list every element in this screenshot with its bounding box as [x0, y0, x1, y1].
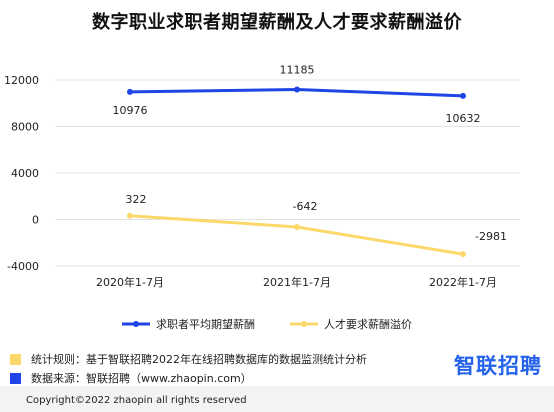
legend-marker	[133, 321, 139, 327]
series-line-premium	[129, 214, 464, 256]
x-tick-label: 2022年1-7月	[429, 275, 497, 289]
legend-marker	[301, 321, 307, 327]
legend-label: 人才要求薪酬溢价	[324, 317, 412, 331]
note-rule: 统计规则：基于智联招聘2022年在线招聘数据库的数据监测统计分析	[10, 351, 367, 367]
note-source-swatch	[10, 372, 21, 384]
note-source-text: 数据来源：智联招聘（www.zhaopin.com）	[31, 372, 252, 385]
note-rule-text: 统计规则：基于智联招聘2022年在线招聘数据库的数据监测统计分析	[31, 353, 367, 366]
premium-data-label: -642	[293, 200, 318, 213]
y-tick-label: 12000	[4, 74, 39, 87]
chart-title: 数字职业求职者期望薪酬及人才要求薪酬溢价	[92, 12, 462, 33]
premium-point	[127, 212, 133, 219]
salary-point	[127, 88, 133, 95]
salary-data-label: 10632	[446, 112, 481, 125]
copyright-text: Copyright©2022 zhaopin all rights reserv…	[26, 395, 247, 406]
y-tick-label: -4000	[7, 260, 39, 273]
premium-point	[294, 223, 300, 230]
note-source: 数据来源：智联招聘（www.zhaopin.com）	[10, 370, 252, 386]
note-rule-swatch	[10, 353, 21, 365]
premium-data-label: -2981	[475, 230, 507, 243]
legend-label: 求职者平均期望薪酬	[156, 318, 255, 331]
salary-data-label: 11185	[280, 63, 315, 76]
zhaopin-logo: 智联招聘	[454, 354, 542, 378]
footer-bar	[0, 386, 554, 412]
x-tick-label: 2021年1-7月	[263, 275, 331, 289]
premium-point	[460, 251, 466, 258]
y-tick-label: 0	[32, 214, 39, 227]
y-tick-label: 4000	[11, 167, 39, 180]
y-tick-label: 8000	[11, 121, 39, 134]
salary-point	[460, 92, 466, 99]
salary-point	[294, 86, 300, 93]
premium-data-label: 322	[126, 193, 147, 206]
x-tick-label: 2020年1-7月	[96, 275, 164, 289]
line-chart: 12000 8000 4000 0 -4000 2020年1-7月 2021年1-7月 202…	[4, 63, 520, 331]
salary-data-label: 10976	[113, 104, 148, 117]
